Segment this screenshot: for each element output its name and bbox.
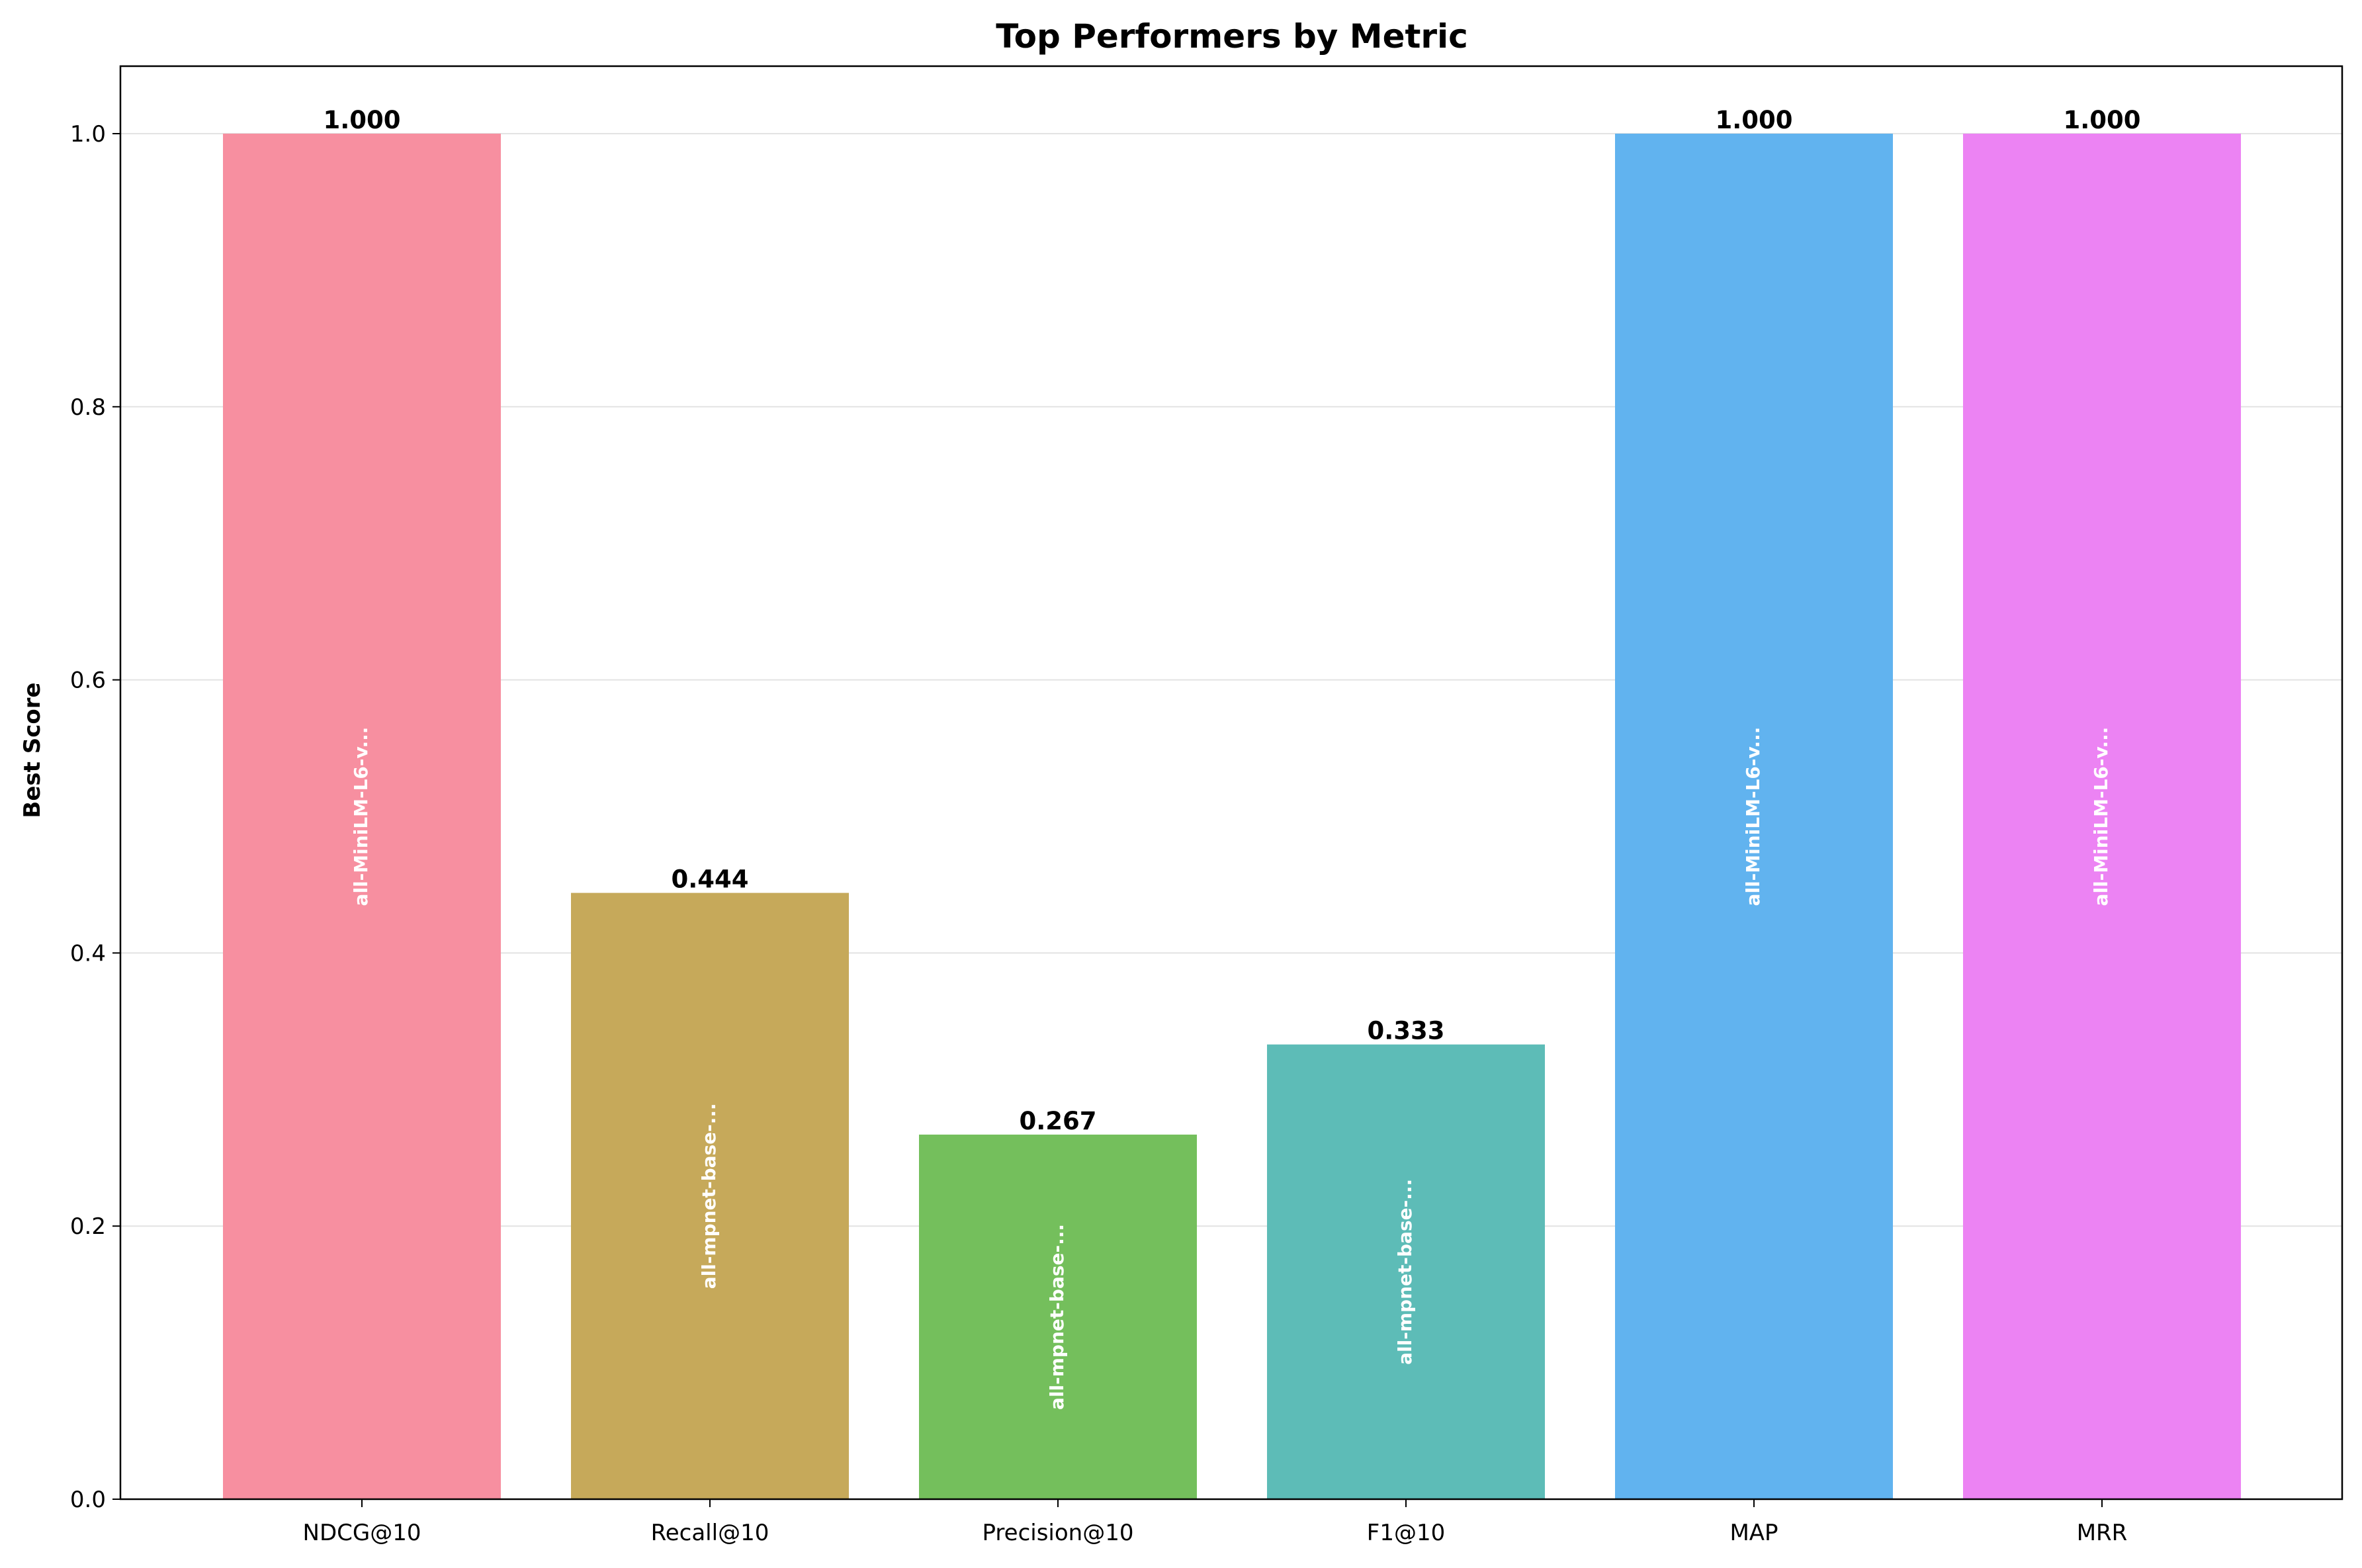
y-tick-label: 0.0 <box>70 1487 106 1513</box>
y-tick-label: 0.2 <box>70 1213 106 1240</box>
bar <box>1267 1044 1545 1499</box>
bar <box>1615 134 1893 1499</box>
bar <box>1963 134 2241 1499</box>
y-axis-label: Best Score <box>19 682 46 818</box>
y-tick-label: 0.4 <box>70 940 106 967</box>
bars <box>223 134 2241 1499</box>
x-tick-label: NDCG@10 <box>303 1520 421 1546</box>
model-label: all-MiniLM-L6-v... <box>2090 727 2112 906</box>
value-label: 1.000 <box>2063 106 2140 134</box>
plot-frame <box>119 65 2343 1501</box>
y-tick-label: 0.8 <box>70 394 106 421</box>
model-label: all-mpnet-base-... <box>1394 1179 1416 1365</box>
y-tick-label: 0.6 <box>70 668 106 694</box>
value-label: 1.000 <box>323 106 400 134</box>
x-tick-label: Recall@10 <box>651 1520 769 1546</box>
x-tick-label: F1@10 <box>1367 1520 1445 1546</box>
model-label: all-MiniLM-L6-v... <box>1742 727 1764 906</box>
value-label: 0.444 <box>671 865 748 894</box>
bar <box>919 1134 1197 1499</box>
value-label: 1.000 <box>1715 106 1792 134</box>
value-label: 0.333 <box>1367 1017 1444 1045</box>
bar <box>571 893 849 1499</box>
bar <box>223 134 501 1499</box>
chart-title: Top Performers by Metric <box>996 17 1468 56</box>
y-tick-label: 1.0 <box>70 121 106 148</box>
model-label: all-MiniLM-L6-v... <box>350 727 372 906</box>
x-tick-label: MAP <box>1729 1520 1778 1546</box>
model-label: all-mpnet-base-... <box>698 1103 720 1289</box>
x-tick-label: Precision@10 <box>983 1520 1134 1546</box>
value-label: 0.267 <box>1019 1107 1096 1135</box>
model-label: all-mpnet-base-... <box>1046 1224 1068 1410</box>
axes: 0.0 0.2 0.4 0.6 0.8 1.0 NDCG@10 Recall@10 Precis… <box>70 121 2127 1546</box>
bar-labels: 1.000 all-MiniLM-L6-v... 0.444 all-mpnet-ba… <box>323 106 2140 1410</box>
x-tick-label: MRR <box>2077 1520 2128 1546</box>
